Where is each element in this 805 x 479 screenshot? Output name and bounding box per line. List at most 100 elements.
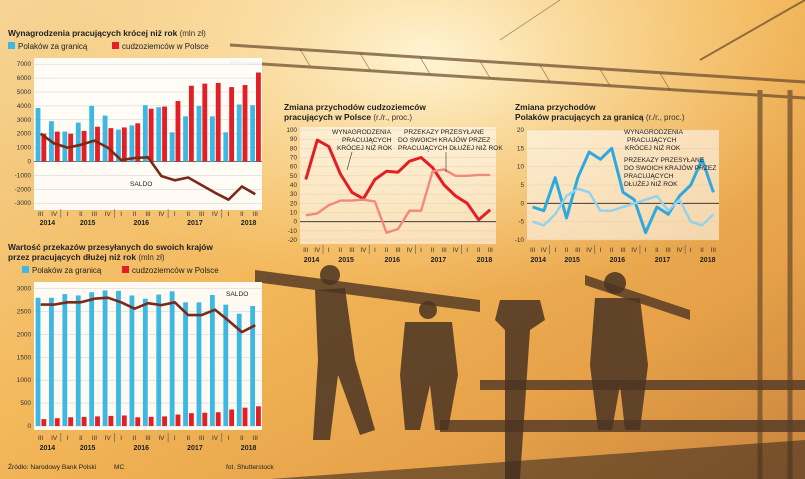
chart3-ytick-label: 90: [290, 136, 298, 143]
chart3-quarter-label: III: [441, 247, 447, 254]
chart4-title-line2: Polaków pracujących za granicą (r./r., p…: [515, 112, 685, 122]
chart1-quarter-label: I: [67, 211, 69, 218]
chart3-line-remittances: [305, 168, 491, 234]
chart2-ytick-label: 2000: [17, 331, 32, 338]
chart3-quarter-label: II: [431, 247, 435, 254]
chart1-ytick-label: 1000: [17, 145, 32, 152]
chart1-bar-polakow: [116, 129, 121, 162]
chart2-bar-cudzoziemcow: [81, 416, 87, 426]
chart2-bar-cudzoziemcow: [108, 415, 114, 426]
chart4-unit: (r./r., proc.): [646, 113, 685, 122]
chart2-bar-cudzoziemcow: [202, 412, 208, 426]
chart2-quarter-label: III: [253, 435, 259, 442]
svg-text:PRZEKAZY PRZESYŁANE: PRZEKAZY PRZESYŁANE: [624, 157, 705, 164]
chart1-bar-cudzoziemcow: [135, 123, 141, 162]
chart4-quarter-label: I: [690, 247, 692, 254]
chart-foreigners-change: Zmiana przychodów cudzoziemców pracujący…: [284, 102, 503, 264]
chart2-ytick-label: 2500: [17, 308, 32, 315]
svg-text:PRZEKAZY PRZESYŁANE: PRZEKAZY PRZESYŁANE: [404, 129, 485, 136]
chart1-bar-polakow: [75, 122, 81, 162]
chart1-bar-cudzoziemcow: [162, 106, 167, 162]
chart2-bar-cudzoziemcow: [135, 417, 141, 426]
chart1-year-label: 2017: [187, 220, 203, 227]
chart3-quarter-label: III: [488, 247, 494, 254]
chart4-ytick-label: -10: [515, 237, 525, 244]
chart2-bar-cudzoziemcow: [188, 413, 194, 426]
chart1-bar-polakow: [250, 105, 256, 162]
chart3-ytick-label: -20: [288, 237, 298, 244]
chart3-quarter-label: III: [395, 247, 401, 254]
chart2-bar-polakow: [129, 295, 135, 426]
chart3-ytick-label: 0: [293, 219, 297, 226]
chart2-quarter-label: IV: [158, 435, 165, 442]
chart3-unit: (r./r., proc.): [373, 113, 412, 122]
svg-text:KRÓCEJ NIŻ ROK: KRÓCEJ NIŻ ROK: [337, 143, 393, 152]
chart4-quarter-label: III: [530, 247, 536, 254]
chart3-year-label: 2015: [338, 257, 354, 264]
legend-swatch-red: [112, 42, 119, 49]
chart1-quarter-label: IV: [158, 211, 165, 218]
chart1-legend-polakow: Polaków za granicą: [18, 42, 88, 51]
chart1-bar-cudzoziemcow: [95, 126, 100, 162]
chart3-ytick-label: 30: [290, 191, 298, 198]
chart4-ytick-label: -5: [518, 219, 524, 226]
chart4-quarter-label: II: [700, 247, 704, 254]
chart1-bar-polakow: [102, 115, 108, 162]
chart2-bar-cudzoziemcow: [215, 412, 221, 426]
chart1-quarter-label: III: [145, 211, 151, 218]
legend-swatch-blue: [22, 266, 29, 273]
chart2-legend-cudzoziemcow: cudzoziemców w Polsce: [132, 266, 219, 275]
chart3-ytick-label: 80: [290, 145, 298, 152]
chart1-quarter-label: I: [174, 211, 176, 218]
chart3-ytick-label: 50: [290, 173, 298, 180]
chart2-ytick-label: 500: [20, 400, 31, 407]
chart1-bar-cudzoziemcow: [148, 108, 154, 162]
chart2-bar-polakow: [89, 292, 95, 426]
chart1-ytick-label: -3000: [15, 200, 32, 207]
chart2-bar-polakow: [156, 294, 162, 426]
chart1-ytick-label: 0: [27, 159, 31, 166]
chart1-title: Wynagrodzenia pracujących krócej niż rok…: [8, 28, 206, 38]
chart2-bar-polakow: [236, 313, 242, 426]
chart2-bar-cudzoziemcow: [256, 406, 261, 426]
chart1-bar-polakow: [223, 132, 229, 162]
chart3-plot-area: [300, 127, 496, 244]
chart2-bar-cudzoziemcow: [54, 418, 60, 426]
chart2-year-label: 2015: [80, 445, 96, 452]
chart4-ytick-label: 5: [520, 182, 524, 189]
chart4-annotation-wages: WYNAGRODZENIA PRACUJĄCYCH KRÓCEJ NIŻ ROK: [624, 129, 684, 152]
chart3-quarter-label: I: [374, 247, 376, 254]
chart3-annotation-wages: WYNAGRODZENIA PRACUJĄCYCH KRÓCEJ NIŻ ROK: [332, 129, 393, 171]
svg-text:PRACUJĄCYCH: PRACUJĄCYCH: [342, 137, 392, 144]
chart1-ytick-label: -2000: [15, 186, 32, 193]
chart1-quarter-label: III: [253, 211, 259, 218]
chart3-annotation-remittances: PRZEKAZY PRZESYŁANE DO SWOICH KRAJÓW PRZ…: [398, 129, 503, 172]
chart1-ytick-label: 5000: [17, 89, 32, 96]
chart2-bar-polakow: [183, 302, 188, 426]
chart4-quarter-label: III: [575, 247, 581, 254]
chart1-bar-polakow: [35, 107, 41, 162]
legend-swatch-red: [122, 266, 129, 273]
chart1-quarter-label: II: [79, 211, 83, 218]
photo-credit: fot. Shutterstock: [226, 464, 274, 471]
chart1-unit: (mln zł): [180, 29, 207, 38]
chart1-quarter-label: III: [199, 211, 205, 218]
chart1-ytick-label: 3000: [17, 117, 32, 124]
chart-short-term-wages: Wynagrodzenia pracujących krócej niż rok…: [8, 28, 262, 227]
chart2-quarter-label: II: [133, 435, 137, 442]
chart4-quarter-label: III: [666, 247, 672, 254]
chart1-bar-polakow: [209, 116, 215, 162]
chart1-ytick-label: 2000: [17, 131, 32, 138]
chart1-ytick-label: 4000: [17, 103, 32, 110]
chart1-quarter-label: II: [133, 211, 137, 218]
chart2-bar-cudzoziemcow: [175, 414, 181, 426]
chart3-quarter-label: IV: [360, 247, 367, 254]
svg-text:WYNAGRODZENIA: WYNAGRODZENIA: [624, 129, 684, 136]
chart2-bar-cudzoziemcow: [229, 409, 235, 426]
chart2-bar-cudzoziemcow: [162, 416, 167, 426]
chart1-bar-cudzoziemcow: [121, 127, 127, 162]
chart2-bar-polakow: [102, 290, 108, 426]
chart2-bar-polakow: [35, 297, 41, 426]
chart2-year-label: 2018: [241, 445, 257, 452]
